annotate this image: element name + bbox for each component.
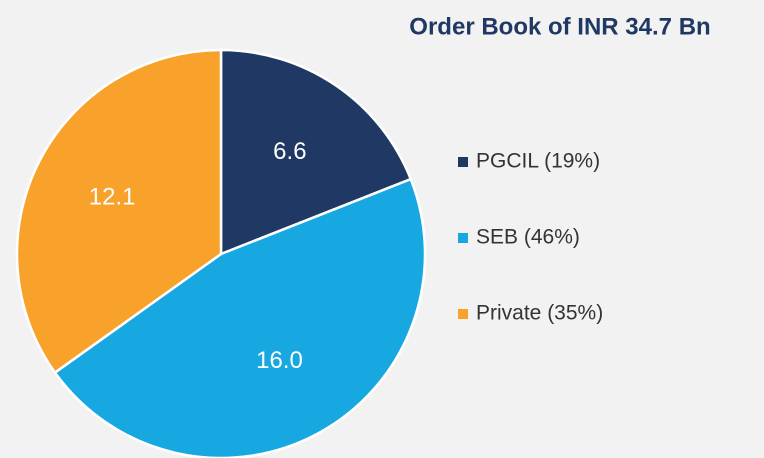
legend-label: PGCIL (19%) — [476, 150, 600, 173]
pie-slice — [219, 48, 413, 256]
pie-slice — [15, 48, 223, 375]
legend-label: Private (35%) — [476, 302, 603, 325]
chart-title: Order Book of INR 34.7 Bn — [409, 13, 710, 40]
legend-label: SEB (46%) — [476, 226, 580, 249]
pie-slice — [53, 177, 427, 458]
legend-swatch — [458, 233, 468, 243]
data-label: 16.0 — [256, 347, 303, 374]
legend-swatch — [458, 309, 468, 319]
legend-swatch — [458, 157, 468, 167]
data-label: 6.6 — [273, 138, 306, 165]
data-label: 12.1 — [89, 183, 136, 210]
